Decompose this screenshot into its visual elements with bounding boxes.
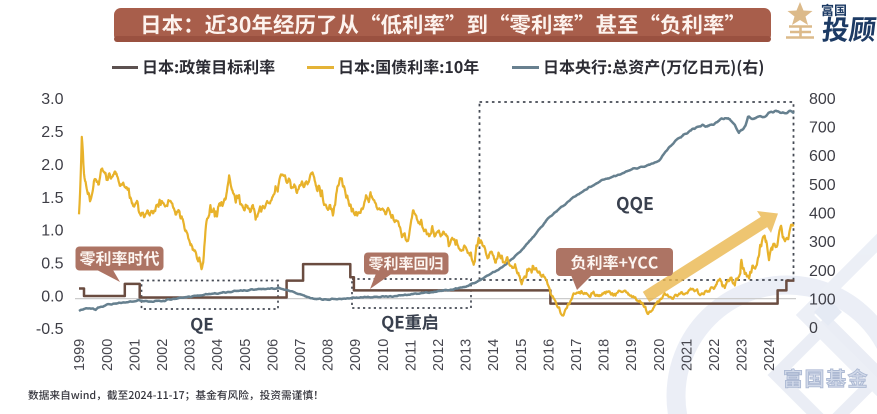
svg-text:2014: 2014 xyxy=(486,339,502,371)
svg-text:3.0: 3.0 xyxy=(41,91,63,108)
svg-text:2005: 2005 xyxy=(238,339,254,371)
svg-text:2012: 2012 xyxy=(431,339,447,371)
svg-text:2.0: 2.0 xyxy=(41,157,63,174)
svg-text:2016: 2016 xyxy=(541,339,557,371)
svg-text:500: 500 xyxy=(809,177,836,194)
svg-text:1999: 1999 xyxy=(72,339,88,371)
svg-text:600: 600 xyxy=(809,148,836,165)
svg-text:2015: 2015 xyxy=(514,339,530,371)
svg-text:400: 400 xyxy=(809,206,836,223)
svg-text:2008: 2008 xyxy=(321,339,337,371)
svg-text:1.0: 1.0 xyxy=(41,223,63,240)
svg-text:2022: 2022 xyxy=(707,339,723,371)
svg-text:2019: 2019 xyxy=(624,339,640,371)
svg-text:2003: 2003 xyxy=(183,339,199,371)
svg-text:0.5: 0.5 xyxy=(41,255,63,272)
svg-text:1.5: 1.5 xyxy=(41,190,63,207)
svg-text:2007: 2007 xyxy=(293,339,309,371)
svg-text:700: 700 xyxy=(809,120,836,137)
svg-text:2006: 2006 xyxy=(265,339,281,371)
svg-text:2004: 2004 xyxy=(210,339,226,371)
svg-text:200: 200 xyxy=(809,263,836,280)
svg-text:2018: 2018 xyxy=(597,339,613,371)
svg-text:800: 800 xyxy=(809,91,836,108)
svg-text:100: 100 xyxy=(809,291,836,308)
svg-text:2002: 2002 xyxy=(155,339,171,371)
svg-text:2011: 2011 xyxy=(403,340,419,371)
svg-text:2013: 2013 xyxy=(459,339,475,371)
svg-text:2000: 2000 xyxy=(100,339,116,371)
svg-text:300: 300 xyxy=(809,234,836,251)
svg-text:2020: 2020 xyxy=(652,339,668,371)
svg-text:2001: 2001 xyxy=(127,339,143,371)
svg-text:0.0: 0.0 xyxy=(41,288,63,305)
svg-text:2017: 2017 xyxy=(569,339,585,371)
svg-text:2009: 2009 xyxy=(348,339,364,371)
svg-text:0: 0 xyxy=(809,320,818,337)
svg-text:2010: 2010 xyxy=(376,339,392,371)
svg-text:-0.5: -0.5 xyxy=(36,321,64,338)
svg-text:2024: 2024 xyxy=(762,339,778,371)
svg-text:2021: 2021 xyxy=(679,339,695,371)
svg-text:2023: 2023 xyxy=(735,339,751,371)
svg-text:2.5: 2.5 xyxy=(41,124,63,141)
